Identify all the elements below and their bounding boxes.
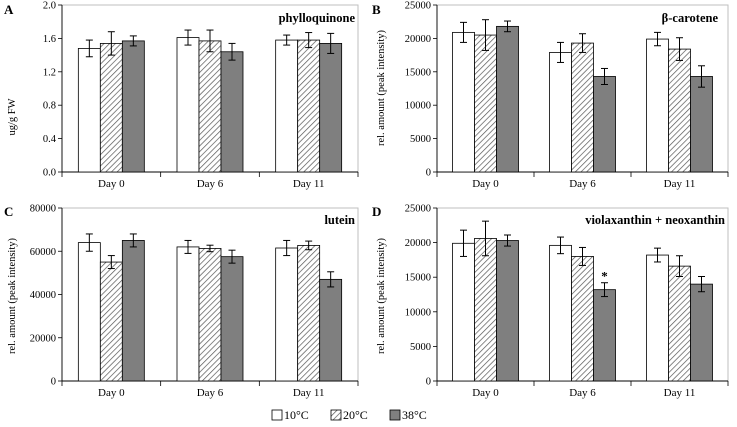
legend-swatch-20c — [330, 409, 342, 421]
x-tick-label: Day 6 — [569, 387, 596, 399]
bar-20c — [297, 39, 321, 173]
bar-20c — [99, 261, 123, 382]
bar-38c — [690, 283, 713, 382]
bar-38c — [121, 40, 145, 173]
bar-10c — [77, 48, 101, 173]
chart-title: β-carotene — [662, 11, 719, 25]
bar-38c — [220, 51, 244, 173]
chart-title: phylloquinone — [279, 11, 356, 25]
y-tick-label: 60000 — [30, 247, 56, 258]
bar-20c — [198, 248, 222, 382]
y-axis-label: rel. amount (peak intensity) — [376, 29, 387, 146]
x-tick-label: Day 0 — [472, 178, 499, 190]
bar-10c — [176, 37, 200, 173]
x-tick-label: Day 11 — [664, 387, 696, 399]
chart-panel-a: A ug/g FW phylloquinone 0.0 0.4 0.8 1.2 1.6 2… — [4, 1, 359, 190]
x-tick-label: Day 6 — [197, 178, 224, 190]
bar-20c — [99, 43, 123, 173]
y-tick-label: 15000 — [405, 273, 431, 284]
y-axis-label: rel. amount (peak intensity) — [376, 237, 387, 354]
x-tick-label: Day 6 — [197, 387, 224, 399]
bar-20c — [198, 40, 222, 173]
legend-label-20c: 20°C — [343, 408, 368, 422]
legend-label-10c: 10°C — [284, 408, 309, 422]
x-tick-label: Day 0 — [98, 178, 125, 190]
x-tick-label: Day 6 — [569, 178, 596, 190]
y-tick-label: 0 — [426, 168, 431, 179]
bar-10c — [646, 254, 669, 382]
bar-38c — [496, 240, 519, 382]
x-tick-label: Day 11 — [293, 178, 325, 190]
x-tick-label: Day 0 — [98, 387, 125, 399]
x-tick-label: Day 0 — [472, 387, 499, 399]
significance-marker: * — [601, 269, 608, 284]
y-tick-label: 0.0 — [43, 168, 56, 179]
legend-label-38c: 38°C — [402, 408, 427, 422]
y-tick-label: 0.4 — [43, 134, 57, 145]
y-tick-label: 25000 — [405, 204, 431, 215]
bar-20c — [474, 34, 497, 173]
chart-title: violaxanthin + neoxanthin — [585, 213, 725, 227]
panel-letter-c: C — [4, 204, 13, 219]
x-tick-label: Day 11 — [293, 387, 325, 399]
panel-letter-b: B — [372, 2, 381, 17]
bar-20c — [668, 48, 691, 173]
y-tick-label: 1.6 — [43, 34, 56, 45]
bar-10c — [452, 242, 475, 382]
y-tick-label: 40000 — [30, 290, 56, 301]
bar-10c — [77, 242, 101, 382]
bar-10c — [176, 246, 200, 382]
panel-letter-d: D — [372, 204, 381, 219]
legend-swatch-38c — [389, 409, 401, 421]
y-tick-label: 5000 — [410, 342, 431, 353]
bar-10c — [549, 52, 572, 173]
bar-20c — [571, 42, 594, 173]
bar-20c — [571, 256, 594, 382]
bar-20c — [668, 265, 691, 382]
y-axis-label: ug/g FW — [7, 98, 18, 135]
y-tick-label: 20000 — [30, 333, 56, 344]
bar-20c — [474, 238, 497, 382]
bar-38c — [690, 76, 713, 173]
y-tick-label: 10000 — [405, 101, 431, 112]
chart-panel-c: C rel. amount (peak intensity) lutein 0 2… — [4, 204, 359, 399]
y-tick-label: 20000 — [405, 34, 431, 45]
y-tick-label: 80000 — [30, 204, 56, 215]
chart-panel-b: B rel. amount (peak intensity) β-caroten… — [372, 1, 729, 190]
legend-swatch-10c — [271, 409, 283, 421]
chart-title: lutein — [324, 213, 355, 227]
bar-10c — [275, 247, 299, 382]
bar-10c — [275, 39, 299, 173]
bar-38c — [319, 278, 343, 382]
bar-38c — [496, 25, 519, 173]
bar-38c — [593, 289, 616, 382]
x-tick-label: Day 11 — [664, 178, 696, 190]
bar-10c — [452, 31, 475, 173]
y-tick-label: 0.8 — [43, 101, 56, 112]
panel-letter-a: A — [4, 2, 14, 17]
legend: 10°C 20°C 38°C — [271, 408, 427, 422]
bar-38c — [319, 43, 343, 173]
y-tick-label: 10000 — [405, 307, 431, 318]
bar-38c — [220, 256, 244, 382]
y-tick-label: 20000 — [405, 238, 431, 249]
y-tick-label: 0 — [426, 377, 431, 388]
y-tick-label: 0 — [51, 377, 56, 388]
bar-38c — [121, 240, 145, 382]
chart-panel-d: D rel. amount (peak intensity) violaxant… — [372, 204, 729, 399]
bar-10c — [646, 38, 669, 173]
y-tick-label: 1.2 — [43, 67, 56, 78]
bar-10c — [549, 244, 572, 382]
bar-20c — [297, 245, 321, 382]
y-tick-label: 25000 — [405, 1, 431, 12]
bar-38c — [593, 76, 616, 173]
y-tick-label: 2.0 — [43, 1, 56, 12]
y-tick-label: 15000 — [405, 67, 431, 78]
y-tick-label: 5000 — [410, 134, 431, 145]
y-axis-label: rel. amount (peak intensity) — [7, 237, 18, 354]
